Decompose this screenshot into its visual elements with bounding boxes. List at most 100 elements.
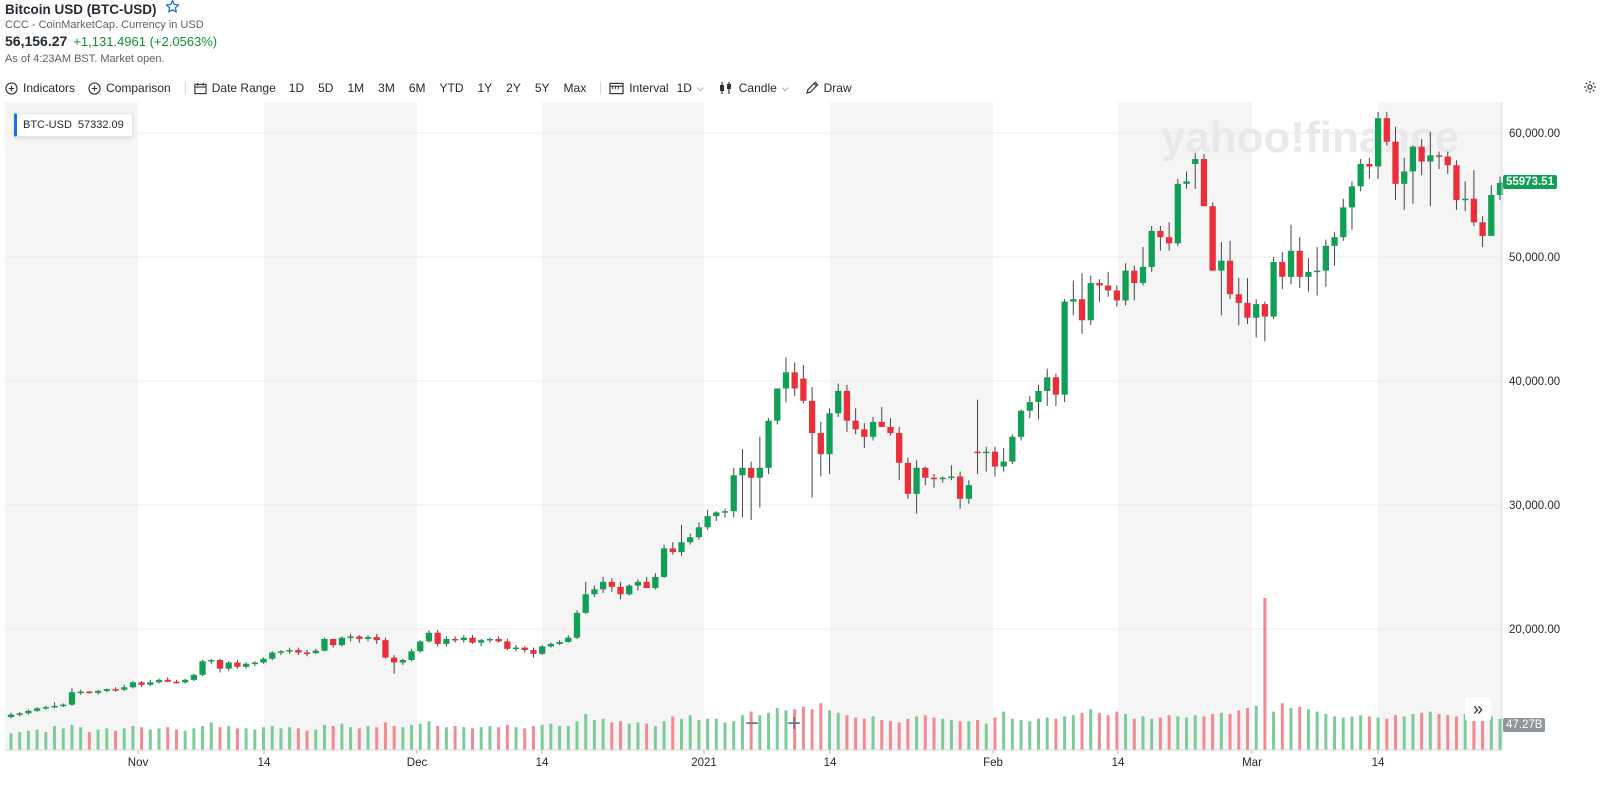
- pencil-icon: [805, 81, 819, 94]
- candle-up: [721, 511, 729, 513]
- y-tick-label: 20,000.00: [1509, 624, 1560, 636]
- quote-source: CCC - CoinMarketCap. Currency in USD: [5, 19, 204, 31]
- volume-bar: [540, 724, 544, 750]
- volume-bar: [732, 721, 736, 750]
- volume-bar: [1097, 712, 1101, 750]
- volume-bar: [444, 727, 448, 750]
- volume-bar: [592, 720, 596, 750]
- candle-up: [460, 637, 467, 641]
- volume-bar: [479, 727, 483, 750]
- volume-bar: [1002, 711, 1006, 750]
- jump-to-latest-button[interactable]: »: [1465, 697, 1491, 721]
- range-5y[interactable]: 5Y: [535, 81, 550, 95]
- volume-bar: [810, 709, 814, 750]
- volume-bar: [1333, 716, 1337, 750]
- candle-down: [1418, 146, 1425, 162]
- candle-up: [913, 467, 920, 494]
- legend-symbol: BTC-USD: [23, 119, 72, 131]
- volume-bar: [1036, 718, 1040, 750]
- candle-up: [869, 421, 877, 437]
- volume-bar: [227, 726, 231, 750]
- candle-up: [1009, 436, 1016, 462]
- range-ytd[interactable]: YTD: [439, 81, 463, 95]
- volume-bar: [1193, 715, 1197, 750]
- candle-up: [277, 651, 285, 653]
- volume-bar: [488, 726, 492, 750]
- volume-bar: [740, 715, 744, 750]
- range-2y[interactable]: 2Y: [506, 81, 521, 95]
- candle-down: [1435, 155, 1443, 157]
- candle-up: [687, 537, 694, 543]
- candle-down: [1279, 261, 1286, 277]
- volume-bar: [366, 726, 370, 750]
- volume-bar: [836, 712, 840, 750]
- date-range-label: Date Range: [211, 81, 276, 95]
- candle-up: [1401, 171, 1408, 184]
- candle-down: [904, 462, 912, 494]
- volume-bar: [888, 721, 892, 750]
- candle-up: [60, 704, 67, 707]
- volume-bar: [87, 732, 91, 750]
- range-label: 5D: [318, 81, 334, 95]
- candle-up: [25, 710, 32, 714]
- interval-value: 1D: [676, 81, 692, 95]
- candle-down: [382, 640, 389, 658]
- zoom-in-button[interactable]: +: [786, 710, 801, 737]
- volume-bar: [331, 726, 335, 750]
- chart-type-label: Candle: [738, 81, 777, 95]
- candle-up: [582, 594, 589, 613]
- volume-bar: [967, 721, 971, 750]
- volume-bar: [514, 727, 518, 750]
- volume-bar: [253, 729, 257, 750]
- candle-down: [1383, 118, 1390, 142]
- chart-type-dropdown[interactable]: Candle ⌵: [718, 81, 789, 95]
- interval-dropdown[interactable]: Interval 1D ⌵: [609, 81, 704, 95]
- candle-down: [303, 652, 311, 655]
- zoom-out-button[interactable]: −: [744, 710, 759, 737]
- x-tick-label: 2021: [691, 757, 717, 769]
- volume-bar: [1167, 715, 1171, 750]
- candle-down: [521, 647, 528, 651]
- range-1d[interactable]: 1D: [289, 81, 304, 95]
- toolbar-divider: [184, 81, 186, 95]
- candle-up: [199, 661, 206, 675]
- volume-bar: [1428, 711, 1432, 750]
- draw-button[interactable]: Draw: [805, 81, 852, 95]
- volume-bar: [44, 732, 48, 750]
- range-max[interactable]: Max: [564, 81, 587, 95]
- range-label: 3M: [378, 81, 395, 95]
- volume-bar: [174, 729, 178, 750]
- range-5d[interactable]: 5D: [318, 81, 333, 95]
- volume-bar: [671, 716, 675, 750]
- candle-up: [1305, 271, 1312, 277]
- candle-up: [399, 660, 406, 663]
- range-6m[interactable]: 6M: [409, 81, 426, 95]
- candle-up: [103, 689, 110, 691]
- candle-up: [939, 477, 946, 480]
- volume-bar: [1306, 709, 1310, 750]
- volume-bar: [523, 728, 527, 750]
- watchlist-star-icon[interactable]: [165, 0, 180, 19]
- volume-bar: [679, 718, 683, 750]
- candle-up: [1314, 270, 1321, 273]
- comparison-button[interactable]: Comparison: [88, 81, 171, 95]
- range-3m[interactable]: 3M: [378, 81, 395, 95]
- chart-settings-button[interactable]: [1583, 80, 1597, 97]
- candle-down: [817, 433, 824, 455]
- volume-bar: [1498, 718, 1502, 750]
- volume-bar: [958, 721, 962, 750]
- candle-up: [965, 485, 972, 499]
- candle-up: [1496, 182, 1504, 195]
- candle-down: [930, 477, 938, 480]
- volume-bar: [1272, 711, 1276, 750]
- indicators-button[interactable]: Indicators: [5, 81, 75, 95]
- volume-bar: [383, 722, 387, 750]
- volume-badge: 47.27B: [1503, 718, 1546, 732]
- range-1m[interactable]: 1M: [347, 81, 364, 95]
- interval-label: Interval: [629, 81, 669, 95]
- range-1y[interactable]: 1Y: [477, 81, 492, 95]
- volume-bar: [1063, 716, 1067, 750]
- date-range-button[interactable]: Date Range: [194, 81, 276, 95]
- candle-up: [417, 641, 424, 652]
